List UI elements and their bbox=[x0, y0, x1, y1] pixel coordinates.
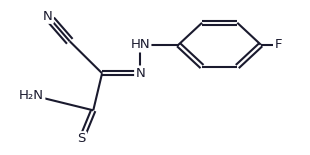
Text: N: N bbox=[135, 67, 145, 80]
Text: HN: HN bbox=[131, 38, 150, 51]
Text: F: F bbox=[275, 38, 282, 51]
Text: N: N bbox=[43, 10, 53, 23]
Text: S: S bbox=[77, 132, 86, 145]
Text: H₂N: H₂N bbox=[19, 89, 44, 102]
